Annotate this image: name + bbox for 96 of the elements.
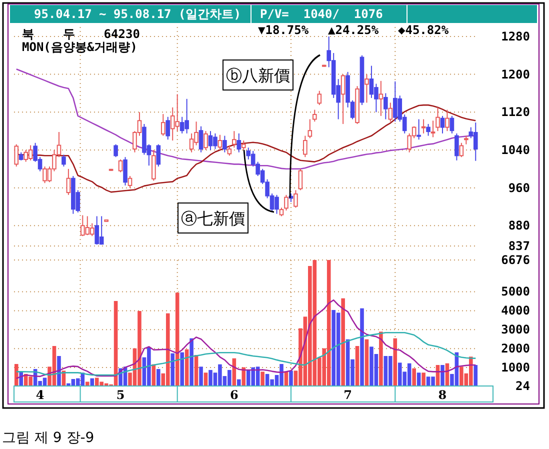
candlestick xyxy=(421,118,426,134)
bar xyxy=(355,346,360,386)
bar xyxy=(156,369,160,386)
bar xyxy=(289,370,293,386)
bar xyxy=(90,378,94,386)
candlestick xyxy=(317,90,322,106)
y-tick-label: 6676 xyxy=(501,253,530,267)
candlestick xyxy=(450,115,454,134)
candlestick xyxy=(62,154,66,168)
x-tick-label: 8 xyxy=(438,388,447,402)
x-tick-label: 6 xyxy=(230,388,238,402)
y-tick-label: 2000 xyxy=(501,342,530,356)
candlestick xyxy=(312,109,317,122)
y-tick-label: 1000 xyxy=(501,360,530,375)
candlestick xyxy=(152,149,156,182)
y-tick-label: 1200 xyxy=(501,67,530,82)
candlestick xyxy=(236,132,242,153)
candlestick xyxy=(14,144,19,168)
annotation: ◆45.82% xyxy=(398,23,450,37)
candlestick xyxy=(388,102,393,122)
candlestick xyxy=(384,92,388,120)
candlestick xyxy=(222,135,227,153)
bar xyxy=(170,353,175,386)
line-series xyxy=(16,332,476,376)
candlestick xyxy=(204,130,208,150)
annotation: MON(음양봉&거래량) xyxy=(22,40,138,54)
bar xyxy=(199,366,203,386)
bar xyxy=(242,367,246,386)
y-tick-label: 4000 xyxy=(501,304,530,318)
y-tick-label: 960 xyxy=(508,180,530,195)
annotation: ⓐ七新價 xyxy=(181,209,245,228)
bar xyxy=(474,364,478,386)
bar xyxy=(14,364,18,386)
candlestick xyxy=(128,175,132,188)
bar xyxy=(237,379,241,386)
candlestick xyxy=(364,74,369,104)
bar xyxy=(360,308,364,386)
candlestick xyxy=(94,216,100,246)
candlestick xyxy=(340,74,346,124)
candlestick xyxy=(416,118,421,140)
candlestick xyxy=(232,130,236,148)
bar xyxy=(166,313,170,386)
bar xyxy=(260,372,264,386)
candlestick xyxy=(166,116,170,140)
candlestick xyxy=(440,115,445,134)
candlestick xyxy=(160,114,166,136)
line-series xyxy=(16,299,476,379)
y-tick-label: 837 xyxy=(508,239,530,253)
annotation: ⓑ八新價 xyxy=(226,66,290,85)
bar xyxy=(180,352,184,386)
candlestick xyxy=(241,140,246,150)
candlestick xyxy=(66,168,71,196)
candlestick xyxy=(118,158,123,173)
bar xyxy=(379,332,383,386)
text: 그림 제 9 장-9 xyxy=(2,430,94,446)
y-tick-label: 1280 xyxy=(501,29,530,44)
y-tick-label: 3000 xyxy=(501,322,530,337)
bar xyxy=(416,372,421,386)
candlestick xyxy=(123,156,128,186)
chart-title: 95.04.17 ~ 95.08.17 (일간차트) xyxy=(34,7,241,21)
bar xyxy=(440,364,444,386)
y-tick-label: 1120 xyxy=(501,105,530,120)
bar xyxy=(412,368,416,386)
x-tick-label: 7 xyxy=(344,388,352,402)
candlestick xyxy=(156,144,161,168)
candlestick xyxy=(114,144,118,158)
candlestick xyxy=(426,123,430,136)
x-tick-label: 5 xyxy=(116,388,125,402)
y-tick-label: 880 xyxy=(508,218,530,233)
candlestick xyxy=(430,120,436,138)
candlestick xyxy=(445,109,450,132)
y-tick-label: 5000 xyxy=(501,284,530,299)
chart-subtitle: P/V= 1040/ 1076 xyxy=(260,7,383,21)
candlestick xyxy=(303,135,308,158)
candlestick xyxy=(298,168,303,191)
candlestick xyxy=(454,132,459,161)
bar xyxy=(204,372,208,386)
annotation: ▲24.25% xyxy=(328,23,380,37)
y-tick-label: 24 xyxy=(516,379,530,393)
candlestick xyxy=(284,194,288,212)
candlestick xyxy=(198,126,204,153)
bar xyxy=(364,339,369,386)
candlestick xyxy=(227,144,232,156)
y-tick-label: 1040 xyxy=(501,142,530,157)
bar xyxy=(341,298,345,386)
candlestick xyxy=(436,106,440,132)
bar xyxy=(422,372,426,386)
candlestick xyxy=(459,142,464,158)
candlestick xyxy=(378,80,384,116)
bar xyxy=(190,338,194,386)
x-tick-label: 4 xyxy=(36,388,44,402)
annotation: 북 두 64230 xyxy=(22,27,140,41)
candlestick xyxy=(308,118,312,139)
annotation: ▼18.75% xyxy=(258,23,310,37)
candlestick xyxy=(294,190,298,208)
candlestick xyxy=(218,134,222,150)
